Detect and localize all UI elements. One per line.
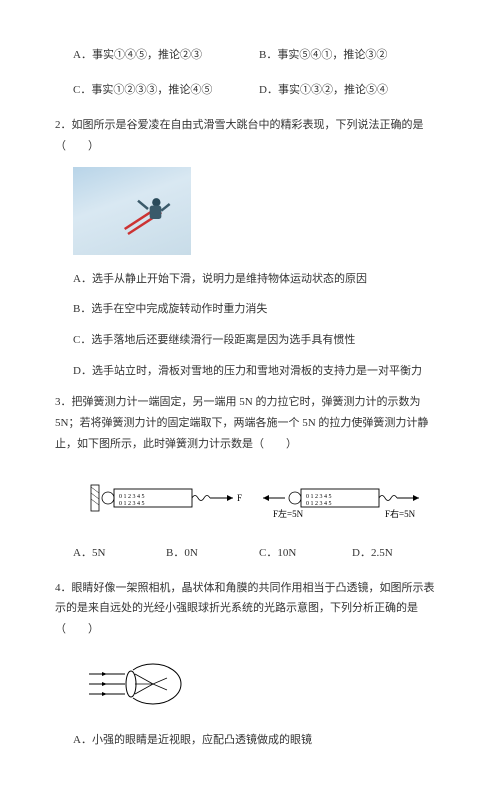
q2-stem: 2．如图所示是谷爱凌在自由式滑雪大跳台中的精彩表现，下列说法正确的是（ ） [55, 115, 445, 157]
q3-options: A．5N B．0N C．10N D．2.5N [55, 543, 445, 564]
q4-diagram [85, 660, 195, 708]
q1-options-row2: C．事实①②③③，推论④⑤ D．事实①③②，推论⑤④ [55, 80, 445, 101]
q1-option-a: A．事实①④⑤，推论②③ [73, 45, 259, 66]
svg-text:0 1 2 3 4 5: 0 1 2 3 4 5 [119, 494, 145, 500]
q2-option-b: B．选手在空中完成旋转动作时重力消失 [55, 299, 445, 320]
q3-label-f: F [237, 493, 242, 503]
q1-option-b: B．事实⑤④①，推论③② [259, 45, 445, 66]
q2-option-c: C．选手落地后还要继续滑行一段距离是因为选手具有惯性 [55, 330, 445, 351]
svg-text:0 1 2 3 4 5: 0 1 2 3 4 5 [306, 494, 332, 500]
q3-label-right: F右=5N [385, 508, 416, 519]
q2-image [73, 167, 191, 255]
q3-diagram: 0 1 2 3 4 5 0 1 2 3 4 5 F 0 1 2 3 4 5 0 … [85, 475, 425, 521]
q3-stem: 3．把弹簧测力计一端固定，另一端用 5N 的力拉它时，弹簧测力计的示数为 5N；… [55, 392, 445, 455]
q3-option-d: D．2.5N [352, 543, 445, 564]
q3-option-a: A．5N [73, 543, 166, 564]
svg-text:0 1 2 3 4 5: 0 1 2 3 4 5 [306, 501, 332, 507]
q2-option-d: D．选手站立时，滑板对雪地的压力和雪地对滑板的支持力是一对平衡力 [55, 361, 445, 382]
q2-option-a: A．选手从静止开始下滑，说明力是维持物体运动状态的原因 [55, 269, 445, 290]
q4-stem: 4．眼睛好像一架照相机，晶状体和角膜的共同作用相当于凸透镜，如图所示表示的是来自… [55, 578, 445, 641]
skier-icon [123, 189, 173, 239]
svg-text:0 1 2 3 4 5: 0 1 2 3 4 5 [119, 501, 145, 507]
q3-option-b: B．0N [166, 543, 259, 564]
q1-options-row1: A．事实①④⑤，推论②③ B．事实⑤④①，推论③② [55, 45, 445, 66]
q3-label-left: F左=5N [273, 508, 304, 519]
q1-option-d: D．事实①③②，推论⑤④ [259, 80, 445, 101]
q3-option-c: C．10N [259, 543, 352, 564]
q4-option-a: A．小强的眼睛是近视眼，应配凸透镜做成的眼镜 [55, 730, 445, 751]
q1-option-c: C．事实①②③③，推论④⑤ [73, 80, 259, 101]
